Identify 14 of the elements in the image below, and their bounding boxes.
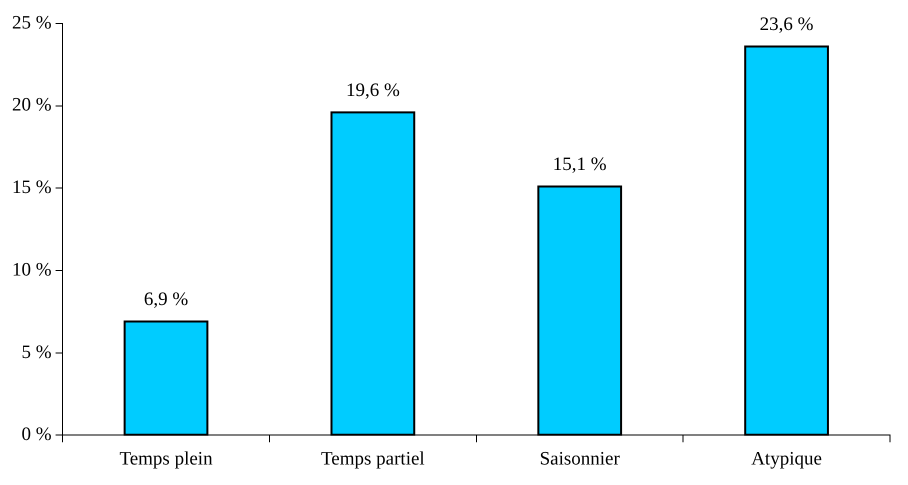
y-tick-label: 25 % [12,12,52,34]
data-label: 23,6 % [760,14,814,35]
x-tick-label: Atypique [751,448,822,470]
x-tick-label: Temps plein [119,448,214,470]
y-tick-label: 0 % [22,424,52,446]
x-tick-label: Saisonnier [540,448,620,470]
data-label: 19,6 % [346,80,400,101]
y-tick-label: 10 % [12,259,52,280]
x-tick-label: Temps partiel [321,448,425,470]
data-label: 15,1 % [552,154,607,175]
y-tick-label: 15 % [12,177,52,198]
y-tick-label: 5 % [22,342,52,363]
data-label: 6,9 % [144,289,188,310]
y-tick-label: 20 % [12,94,52,116]
